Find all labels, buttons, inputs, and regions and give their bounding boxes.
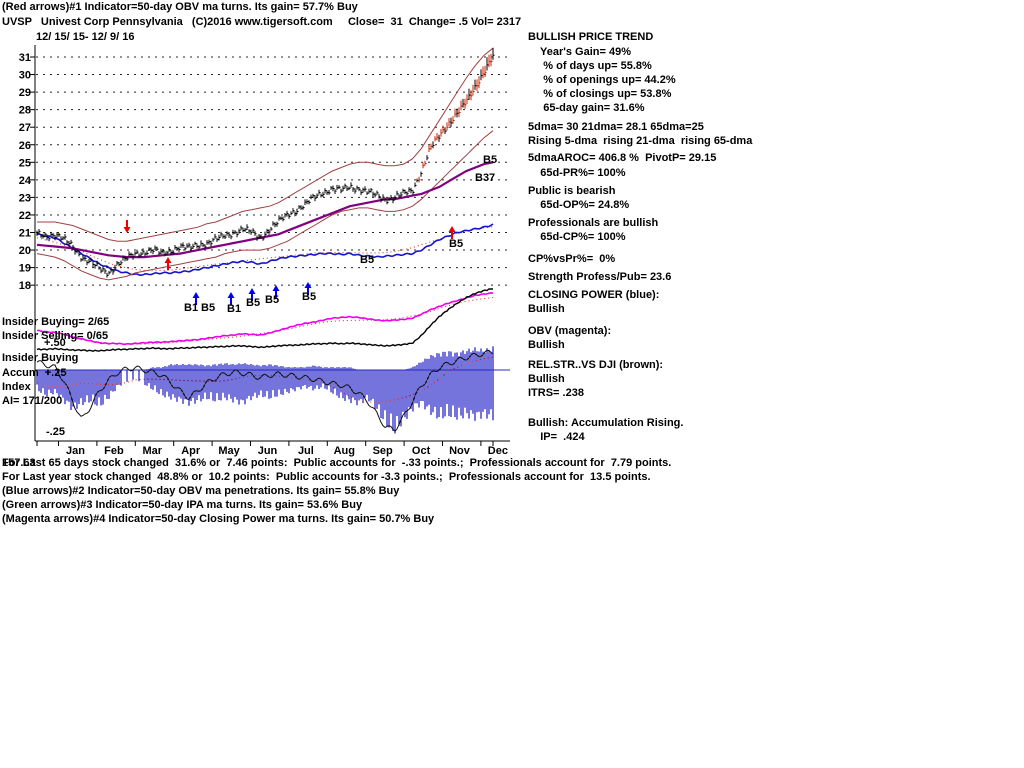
analysis-line-24: IP= .424: [528, 431, 585, 443]
signal-label: B5: [483, 154, 497, 166]
analysis-line-2: % of days up= 55.8%: [528, 60, 652, 72]
analysis-line-22: ITRS= .238: [528, 387, 584, 399]
analysis-line-15: Strength Profess/Pub= 23.6: [528, 271, 672, 283]
chart-left-label-5: Index: [2, 381, 31, 393]
signal-label: B37: [475, 172, 495, 184]
analysis-line-11: 65d-OP%= 24.8%: [528, 199, 630, 211]
analysis-line-4: % of closings up= 53.8%: [528, 88, 672, 100]
buy-signal-arrow-icon: [304, 282, 312, 295]
analysis-line-20: REL.STR..VS DJI (brown):: [528, 359, 664, 371]
signal-label: B5: [201, 302, 215, 314]
date-range: 12/ 15/ 15- 12/ 9/ 16: [36, 31, 135, 43]
analysis-line-10: Public is bearish: [528, 185, 616, 197]
svg-text:Oct: Oct: [412, 445, 431, 457]
chart-left-label-2: +.50: [44, 337, 66, 349]
footer-line-0: 157.63: [2, 457, 36, 469]
analysis-line-18: OBV (magenta):: [528, 325, 612, 337]
signal-label: B5: [360, 254, 374, 266]
svg-text:Nov: Nov: [449, 445, 471, 457]
analysis-line-17: Bullish: [528, 303, 565, 315]
analysis-line-12: Professionals are bullish: [528, 217, 659, 229]
footer-line-4: (Green arrows)#3 Indicator=50-day IPA ma…: [2, 499, 363, 511]
signal-label: B5: [302, 291, 316, 303]
analysis-line-5: 65-day gain= 31.6%: [528, 102, 645, 114]
svg-text:29: 29: [19, 87, 31, 99]
price-bars: [36, 47, 495, 278]
sell-signal-arrow-icon: [123, 220, 131, 233]
buy-signal-arrow-icon: [164, 257, 172, 270]
footer-line-5: (Magenta arrows)#4 Indicator=50-day Clos…: [2, 513, 435, 525]
analysis-line-9: 65d-PR%= 100%: [528, 167, 626, 179]
svg-text:Sep: Sep: [373, 445, 393, 457]
buy-signal-arrow-icon: [192, 292, 200, 305]
buy-signal-arrow-icon: [448, 226, 456, 239]
signal-label: B5: [246, 297, 260, 309]
svg-text:28: 28: [19, 105, 31, 117]
svg-text:21: 21: [19, 228, 31, 240]
indicator1-legend: (Red arrows)#1 Indicator=50-day OBV ma t…: [2, 1, 358, 13]
svg-text:Mar: Mar: [143, 445, 163, 457]
analysis-line-19: Bullish: [528, 339, 565, 351]
svg-text:26: 26: [19, 140, 31, 152]
analysis-line-23: Bullish: Accumulation Rising.: [528, 417, 684, 429]
svg-text:20: 20: [19, 245, 31, 257]
svg-text:19: 19: [19, 263, 31, 275]
chart-left-label-3: Insider Buying: [2, 352, 79, 364]
chart-left-label-4: Accum +.25: [2, 367, 67, 379]
signal-label: B1: [184, 302, 198, 314]
analysis-line-8: 5dmaAROC= 406.8 % PivotP= 29.15: [528, 152, 717, 164]
analysis-line-13: 65d-CP%= 100%: [528, 231, 626, 243]
analysis-line-0: BULLISH PRICE TREND: [528, 31, 654, 43]
svg-text:Jun: Jun: [258, 445, 278, 457]
svg-text:Jul: Jul: [298, 445, 314, 457]
signal-label: B1: [227, 303, 241, 315]
signal-label: B5: [265, 294, 279, 306]
chart-left-label-6: AI= 171/200: [2, 395, 63, 407]
price-gridlines: [36, 56, 510, 286]
svg-text:25: 25: [19, 157, 31, 169]
svg-text:Feb: Feb: [104, 445, 124, 457]
analysis-line-7: Rising 5-dma rising 21-dma rising 65-dma: [528, 135, 753, 147]
svg-text:Apr: Apr: [181, 445, 201, 457]
ticker-info-line: UVSP Univest Corp Pennsylvania (C)2016 w…: [2, 16, 522, 28]
chart-left-label-7: -.25: [46, 426, 65, 438]
svg-text:Dec: Dec: [488, 445, 508, 457]
svg-text:24: 24: [19, 175, 32, 187]
buy-signal-arrow-icon: [227, 292, 235, 305]
chart-left-label-1: Insider Selling= 0/65: [2, 330, 109, 342]
buy-signal-arrow-icon: [248, 288, 256, 301]
analysis-line-3: % of openings up= 44.2%: [528, 74, 676, 86]
analysis-line-1: Year's Gain= 49%: [528, 46, 632, 58]
footer-line-3: (Blue arrows)#2 Indicator=50-day OBV ma …: [2, 485, 400, 497]
svg-text:Jan: Jan: [66, 445, 85, 457]
analysis-line-21: Bullish: [528, 373, 565, 385]
svg-text:23: 23: [19, 192, 31, 204]
signal-label: B5: [449, 238, 463, 250]
svg-text:18: 18: [19, 280, 31, 292]
svg-text:Aug: Aug: [334, 445, 355, 457]
chart-left-label-0: Insider Buying= 2/65: [2, 316, 110, 328]
analysis-line-14: CP%vsPr%= 0%: [528, 253, 616, 265]
analysis-line-6: 5dma= 30 21dma= 28.1 65dma=25: [528, 121, 704, 133]
svg-text:22: 22: [19, 210, 31, 222]
analysis-line-16: CLOSING POWER (blue):: [528, 289, 660, 301]
svg-text:31: 31: [19, 52, 31, 64]
footer-line-1: For Last 65 days stock changed 31.6% or …: [2, 457, 672, 469]
svg-text:27: 27: [19, 122, 31, 134]
accumulation-histogram: [35, 346, 510, 434]
svg-text:30: 30: [19, 70, 31, 82]
footer-line-2: For Last year stock changed 48.8% or 10.…: [2, 471, 651, 483]
chart-axes: 31 30 29 28 27 26 25 24 23 22 21 20 19 18 Jan Feb Mar Apr…: [19, 45, 510, 457]
buy-signal-arrow-icon: [272, 285, 280, 298]
svg-text:May: May: [218, 445, 240, 457]
